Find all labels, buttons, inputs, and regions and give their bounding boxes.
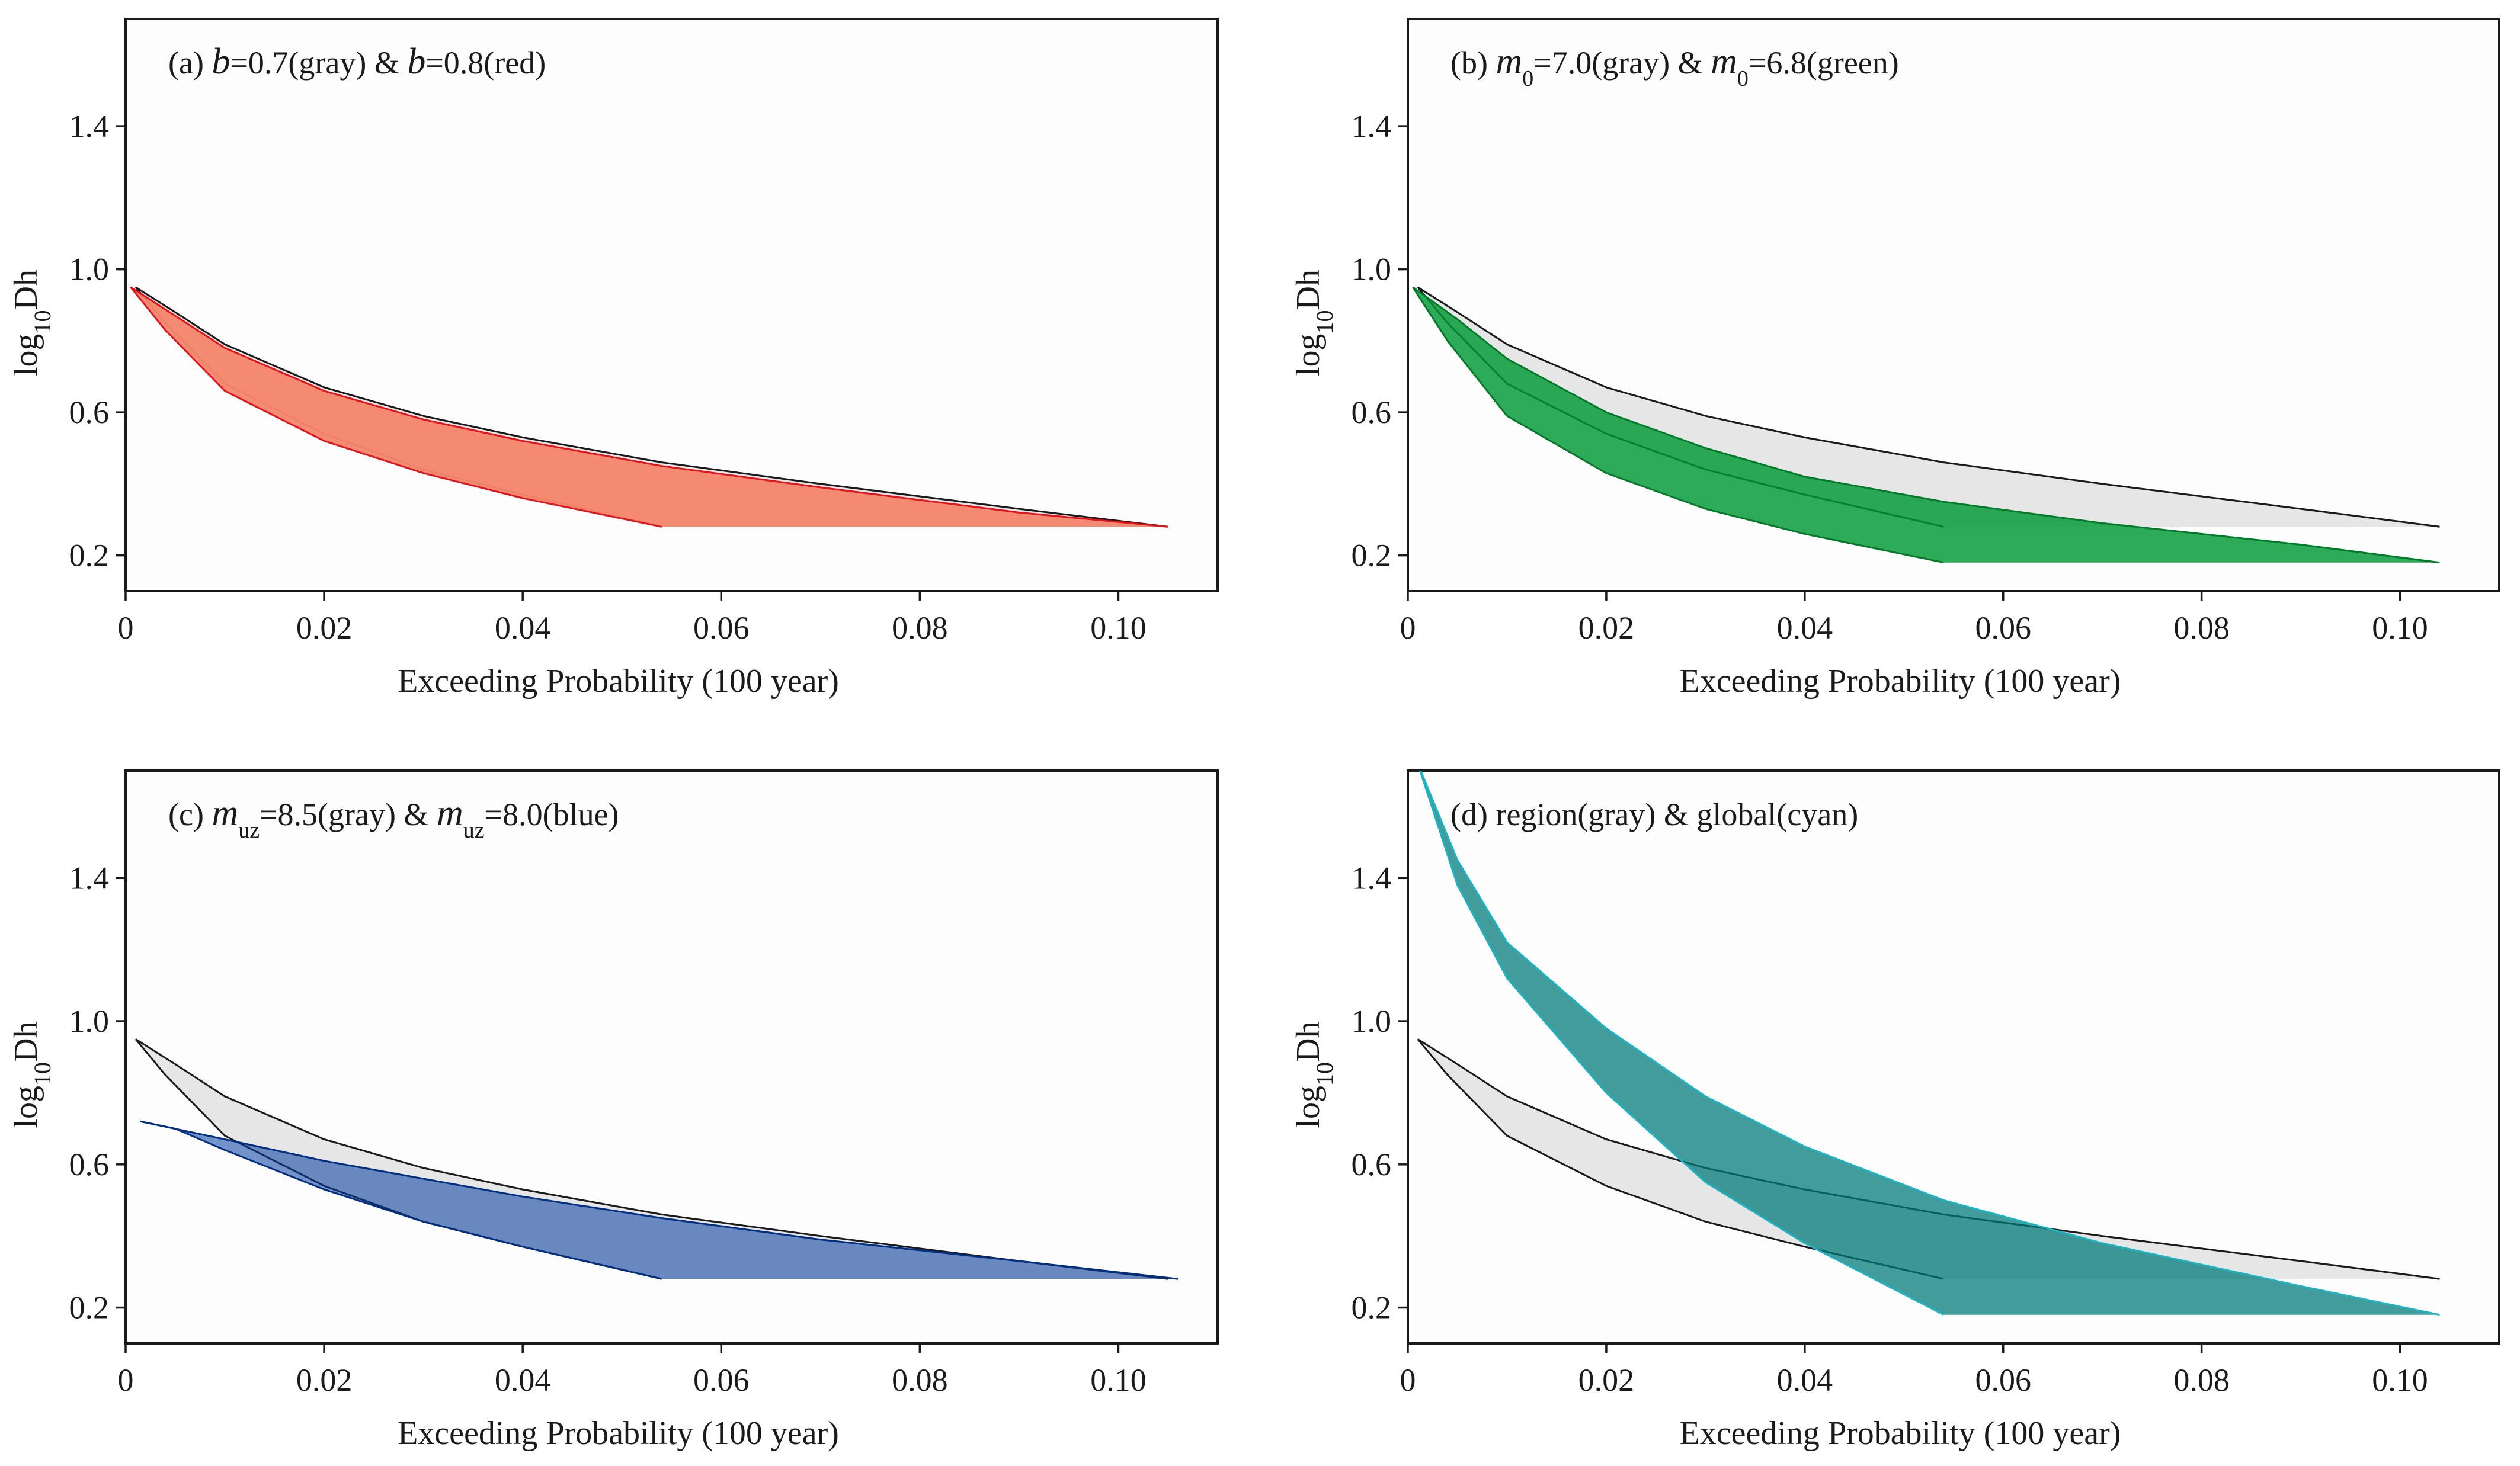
y-axis-label: log10Dh [8, 1021, 56, 1128]
plot-area [130, 286, 1168, 528]
y-axis-label: log10Dh [8, 270, 56, 376]
x-tick-label: 0.04 [1777, 1362, 1833, 1398]
series-upper-line-blue [140, 1120, 1179, 1280]
series-band-gray [1417, 287, 2440, 527]
chart-panel-d: 0 0.02 0.04 0.06 0.08 0.10 0.2 0.6 1.0 1.4 Exceedi… [1290, 769, 2500, 1452]
panel-title: (a) b=0.7(gray) & b=0.8(red) [168, 41, 546, 82]
y-tick-label: 1.0 [1352, 1003, 1392, 1039]
series-lower-line-gray [1417, 1038, 1944, 1280]
series-band-cyan [1420, 771, 2440, 1315]
series-band-blue [140, 1121, 1179, 1279]
chart-panel-b: 0 0.02 0.04 0.06 0.08 0.10 0.2 0.6 1.0 1.4 Exceedi… [1290, 18, 2500, 700]
x-tick-label: 0.08 [892, 1362, 948, 1398]
x-tick-label: 0.08 [2173, 1362, 2230, 1398]
y-tick-label: 0.6 [69, 1147, 110, 1182]
x-tick-label: 0.02 [1578, 610, 1635, 646]
y-tick-label: 0.2 [1352, 538, 1392, 573]
plot-area [135, 1038, 1179, 1280]
x-tick-label: 0.02 [1578, 1362, 1635, 1398]
y-tick-label: 0.2 [69, 538, 110, 573]
x-axis-label: Exceeding Probability (100 year) [398, 663, 839, 700]
x-tick-label: 0.08 [892, 610, 948, 646]
panel-title: (c) muz=8.5(gray) & muz=8.0(blue) [168, 793, 619, 843]
y-tick-label: 0.2 [1352, 1290, 1392, 1326]
x-tick-label: 0.04 [1777, 610, 1833, 646]
x-tick-label: 0.04 [495, 610, 551, 646]
series-band-green [1413, 287, 2440, 563]
x-tick-label: 0.02 [296, 610, 353, 646]
plot-area [1417, 771, 2440, 1316]
x-tick-label: 0 [118, 1362, 134, 1398]
series-upper-line-gray [135, 1038, 1168, 1280]
x-tick-label: 0 [118, 610, 134, 646]
y-axis-label: log10Dh [1290, 1021, 1338, 1128]
series-lower-line-green [1412, 286, 1944, 564]
y-tick-label: 0.6 [1352, 1147, 1392, 1182]
y-axis-label: log10Dh [1290, 270, 1338, 376]
x-tick-label: 0.10 [2372, 1362, 2428, 1398]
x-tick-label: 0.04 [495, 1362, 551, 1398]
y-tick-label: 1.0 [69, 1003, 110, 1039]
panel-title: (b) m0=7.0(gray) & m0=6.8(green) [1450, 41, 1899, 91]
plot-area [1412, 286, 2440, 564]
x-tick-label: 0.08 [2173, 610, 2230, 646]
series-upper-line-red [130, 286, 1168, 528]
chart-panel-c: 0 0.02 0.04 0.06 0.08 0.10 0.2 0.6 1.0 1.4 Exceedi… [8, 769, 1219, 1452]
x-tick-label: 0.10 [1090, 1362, 1147, 1398]
x-tick-label: 0.02 [296, 1362, 353, 1398]
series-upper-line-gray [135, 286, 1168, 528]
x-tick-label: 0.10 [1090, 610, 1147, 646]
series-lower-line-red [130, 286, 662, 528]
series-lower-line-blue [140, 1120, 662, 1280]
x-tick-label: 0.06 [1975, 610, 2031, 646]
series-upper-line-cyan [1420, 771, 2440, 1316]
y-tick-label: 1.4 [1352, 860, 1392, 896]
chart-panel-a: 0 0.02 0.04 0.06 0.08 0.10 0.2 0.6 1.0 1.4 Exceedi… [8, 18, 1219, 700]
x-axis-label: Exceeding Probability (100 year) [398, 1415, 839, 1452]
x-tick-label: 0.06 [693, 1362, 750, 1398]
x-tick-label: 0.06 [1975, 1362, 2031, 1398]
panel-title: (d) region(gray) & global(cyan) [1450, 797, 1858, 832]
y-tick-label: 1.4 [1352, 108, 1392, 144]
x-axis-label: Exceeding Probability (100 year) [1680, 1415, 2121, 1452]
y-tick-label: 0.6 [1352, 394, 1392, 430]
series-upper-line-gray [1417, 286, 2440, 528]
x-tick-label: 0 [1400, 610, 1416, 646]
y-tick-label: 0.6 [69, 394, 110, 430]
x-tick-label: 0.10 [2372, 610, 2428, 646]
series-upper-line-green [1412, 286, 2440, 564]
y-tick-label: 1.0 [1352, 252, 1392, 287]
series-band-red [130, 287, 1168, 527]
x-tick-label: 0 [1400, 1362, 1416, 1398]
y-tick-label: 1.4 [69, 860, 110, 896]
x-axis-label: Exceeding Probability (100 year) [1680, 663, 2121, 700]
x-tick-label: 0.06 [693, 610, 750, 646]
y-tick-label: 1.0 [69, 252, 110, 287]
series-lower-line-cyan [1419, 771, 1944, 1316]
y-tick-label: 0.2 [69, 1290, 110, 1326]
y-tick-label: 1.4 [69, 108, 110, 144]
